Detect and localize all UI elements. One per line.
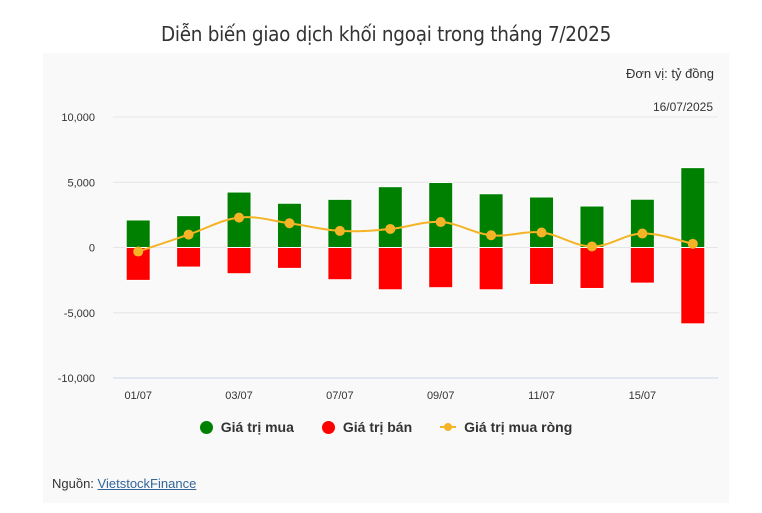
sell-bar[interactable] (377, 247, 403, 291)
unit-label: Đơn vị: tỷ đồng (625, 66, 714, 81)
legend-item-sell[interactable]: Giá trị bán (321, 419, 413, 435)
x-tick-label: 09/07 (427, 390, 455, 402)
source-note: Nguồn: VietstockFinance (52, 476, 196, 491)
sell-bar[interactable] (478, 247, 504, 291)
sell-bar[interactable] (579, 247, 605, 289)
buy-bar[interactable] (629, 198, 655, 248)
legend-sell-dot-icon (321, 420, 335, 434)
net-line (133, 212, 698, 257)
x-tick-label: 03/07 (225, 390, 253, 402)
buy-bar[interactable] (377, 186, 403, 248)
x-tick-label: 11/07 (528, 390, 555, 402)
y-axis-labels: 10,000 5,000 0 -5,000 -10,000 (58, 112, 95, 385)
sell-bar[interactable] (428, 247, 454, 289)
legend-buy-dot-icon (199, 420, 213, 434)
legend: Giá trị mua Giá trị bán Giá trị mua ròng (43, 419, 729, 435)
legend-buy-label: Giá trị mua (220, 419, 294, 435)
net-point[interactable] (486, 230, 497, 241)
net-line-path (137, 216, 694, 253)
buy-bar[interactable] (428, 182, 454, 248)
net-point[interactable] (586, 241, 597, 252)
chart-title: Diễn biến giao dịch khối ngoại trong thá… (160, 22, 612, 46)
buy-bar[interactable] (529, 196, 555, 249)
net-point[interactable] (435, 217, 446, 228)
buy-bar[interactable] (125, 219, 151, 248)
bars (125, 167, 706, 325)
net-point[interactable] (385, 223, 396, 234)
sell-bar[interactable] (629, 247, 655, 284)
buy-bar[interactable] (680, 167, 706, 248)
x-axis-labels: 01/07 03/07 07/07 09/07 11/07 15/07 (124, 390, 656, 402)
sell-bar[interactable] (276, 247, 302, 269)
source-prefix: Nguồn: (52, 476, 98, 491)
net-point[interactable] (334, 225, 345, 236)
net-point[interactable] (637, 228, 648, 239)
legend-net-label: Giá trị mua ròng (464, 419, 573, 435)
net-point[interactable] (183, 229, 194, 240)
sell-bar[interactable] (327, 247, 353, 281)
y-tick-label: 0 (89, 243, 95, 255)
legend-sell-label: Giá trị bán (342, 419, 413, 435)
source-link[interactable]: VietstockFinance (97, 476, 197, 491)
net-point[interactable] (284, 218, 295, 229)
chart-plot: 10,000 5,000 0 -5,000 -10,000 01/07 03/07 07/0… (58, 112, 718, 402)
y-tick-label: 5,000 (67, 177, 95, 189)
legend-item-net[interactable]: Giá trị mua ròng (440, 419, 572, 435)
net-point[interactable] (687, 238, 698, 249)
y-tick-label: 10,000 (61, 112, 95, 124)
legend-net-line-icon (440, 421, 457, 434)
sell-bar[interactable] (226, 247, 252, 275)
x-tick-label: 01/07 (124, 390, 152, 402)
buy-bar[interactable] (579, 205, 605, 249)
net-point[interactable] (536, 227, 547, 238)
x-tick-label: 15/07 (629, 390, 657, 402)
net-point[interactable] (234, 212, 245, 223)
legend-item-buy[interactable]: Giá trị mua (199, 419, 294, 435)
buy-bar[interactable] (327, 198, 353, 249)
sell-bar[interactable] (529, 247, 555, 285)
x-tick-label: 07/07 (326, 390, 354, 402)
sell-bar[interactable] (176, 247, 202, 268)
sell-bar[interactable] (680, 247, 706, 325)
gridlines (113, 116, 718, 379)
chart-panel: Đơn vị: tỷ đồng 16/07/2025 10,000 5,000 0 -… (43, 53, 729, 503)
y-tick-label: -10,000 (58, 373, 95, 385)
y-tick-label: -5,000 (64, 308, 95, 320)
net-point[interactable] (133, 246, 144, 257)
date-label: 16/07/2025 (652, 100, 713, 114)
